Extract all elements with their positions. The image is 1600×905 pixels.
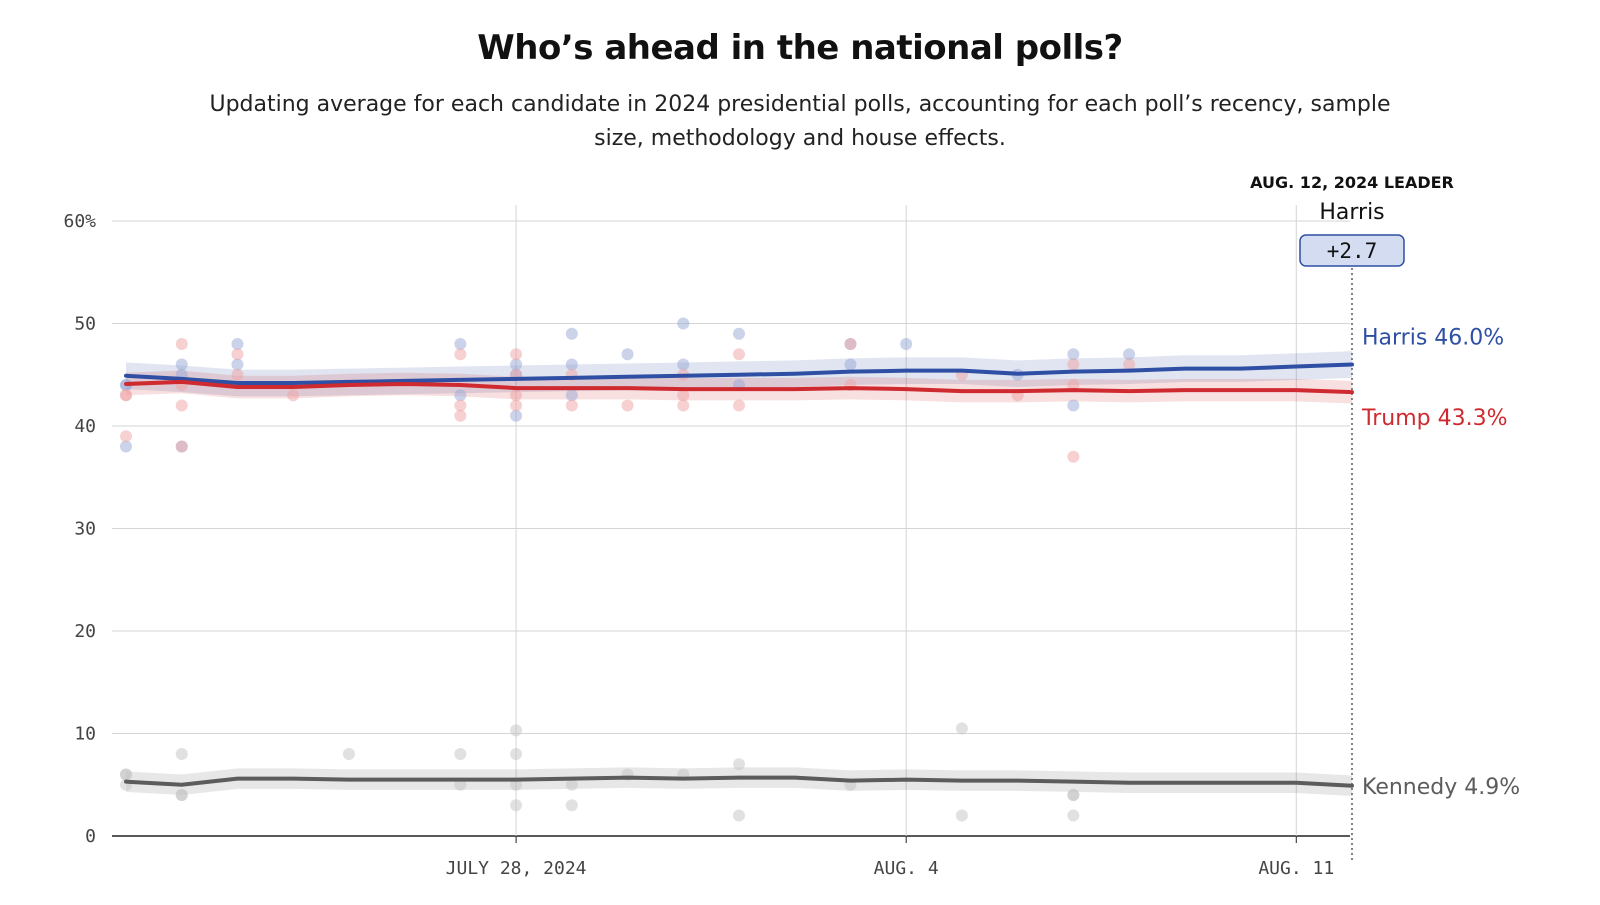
kennedy-poll-dot <box>510 778 523 791</box>
y-tick-label: 0 <box>85 826 96 847</box>
trump-poll-dot <box>1067 379 1080 391</box>
trump-poll-dot <box>510 389 523 402</box>
trump-average-line <box>124 379 1354 395</box>
leader-name: Harris <box>1319 200 1384 225</box>
trump-poll-dot <box>454 348 467 361</box>
leader-annotation: AUG. 12, 2024 LEADER Harris +2.7 <box>1250 173 1454 267</box>
harris-poll-dot <box>454 389 467 402</box>
trump-poll-dot <box>175 338 188 350</box>
trump-poll-dot <box>231 348 244 361</box>
trump-end-label: Trump 43.3% <box>1361 406 1507 431</box>
trump-poll-dot <box>454 409 467 422</box>
trump-poll-dot <box>565 399 578 412</box>
harris-poll-dot <box>1067 348 1080 361</box>
harris-poll-dot <box>565 358 578 371</box>
trump-poll-dot <box>1067 358 1080 371</box>
harris-poll-dot <box>733 327 745 340</box>
harris-poll-dot <box>1123 348 1136 361</box>
harris-poll-dot <box>175 358 188 371</box>
trump-poll-dot <box>677 399 690 412</box>
harris-poll-dot <box>510 358 523 371</box>
harris-poll-dot <box>621 348 634 361</box>
kennedy-poll-dot <box>565 778 578 791</box>
harris-poll-dot <box>120 440 132 453</box>
trump-poll-dot <box>175 440 188 453</box>
x-tick-label: AUG. 4 <box>874 858 939 879</box>
y-tick-label: 20 <box>74 621 96 642</box>
kennedy-poll-dot <box>510 799 523 812</box>
chart-subtitle: Updating average for each candidate in 2… <box>209 92 1391 151</box>
kennedy-uncertainty-band <box>126 767 1352 797</box>
trump-poll-dot <box>454 399 467 412</box>
trump-poll-dot <box>175 399 188 412</box>
leader-margin-box <box>1299 234 1405 267</box>
x-tick-label: JULY 28, 2024 <box>446 858 587 879</box>
trump-poll-dot <box>733 399 745 412</box>
kennedy-poll-dot <box>454 748 467 760</box>
y-tick-label: 60% <box>63 211 96 232</box>
kennedy-poll-dot <box>1067 809 1080 822</box>
harris-poll-dot <box>1067 399 1080 412</box>
trump-poll-dot <box>1067 450 1080 463</box>
y-tick-label: 50 <box>74 314 96 335</box>
harris-poll-dot <box>677 317 690 330</box>
harris-poll-dot <box>677 358 690 371</box>
trump-poll-dot <box>1123 358 1136 371</box>
kennedy-poll-dot <box>733 809 745 822</box>
trump-poll-dot <box>677 389 690 402</box>
trump-poll-dot <box>120 430 132 443</box>
kennedy-poll-dot <box>955 722 968 735</box>
harris-poll-dot <box>510 409 523 422</box>
kennedy-poll-dot <box>565 799 578 812</box>
harris-poll-dot <box>844 358 857 371</box>
harris-average-line <box>124 362 1354 385</box>
kennedy-poll-dot <box>510 748 523 760</box>
y-tick-label: 10 <box>74 724 96 745</box>
kennedy-average-line <box>124 775 1354 788</box>
harris-poll-dot <box>565 389 578 402</box>
kennedy-poll-dot <box>955 809 968 822</box>
harris-poll-dot <box>231 338 244 350</box>
kennedy-poll-dot <box>454 778 467 791</box>
kennedy-poll-dot <box>175 748 188 760</box>
kennedy-poll-dot <box>120 768 132 781</box>
kennedy-poll-dot <box>510 724 523 737</box>
kennedy-poll-dot <box>175 789 188 801</box>
y-tick-label: 40 <box>74 416 96 437</box>
leader-margin: +2.7 <box>1327 239 1378 263</box>
trump-poll-dot <box>120 389 132 402</box>
trump-poll-dot <box>510 399 523 412</box>
harris-end-label: Harris 46.0% <box>1362 326 1504 351</box>
leader-date-label: AUG. 12, 2024 LEADER <box>1250 173 1454 192</box>
kennedy-poll-dot <box>1067 789 1080 801</box>
trump-poll-dot <box>733 348 745 361</box>
trump-poll-dot <box>231 368 244 381</box>
kennedy-poll-dot <box>733 758 745 771</box>
kennedy-poll-dot <box>342 748 355 760</box>
y-tick-label: 30 <box>74 519 96 540</box>
trump-poll-dot <box>844 338 857 350</box>
harris-poll-dot <box>454 338 467 350</box>
trump-poll-dot <box>510 348 523 361</box>
harris-poll-dot <box>565 327 578 340</box>
kennedy-end-label: Kennedy 4.9% <box>1362 775 1520 800</box>
trump-poll-dot <box>287 389 300 402</box>
x-tick-label: AUG. 11 <box>1258 858 1334 879</box>
trump-poll-dot <box>621 399 634 412</box>
harris-poll-dot <box>231 358 244 371</box>
harris-poll-dot <box>900 338 913 350</box>
chart-title: Who’s ahead in the national polls? <box>477 28 1123 68</box>
